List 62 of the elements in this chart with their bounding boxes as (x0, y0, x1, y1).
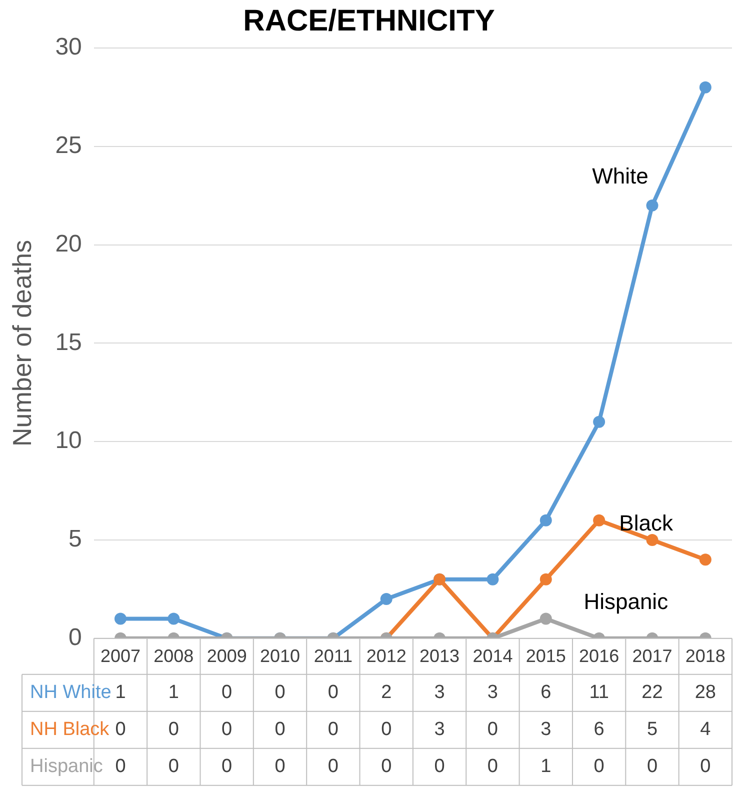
x-tick-label: 2015 (526, 646, 566, 666)
text: 0 (168, 719, 179, 740)
data-label: 0 (222, 756, 232, 778)
data-label: 3 (434, 719, 445, 740)
x-tick-label: 2008 (154, 646, 194, 666)
data-label: 0 (487, 756, 498, 778)
x-tick-label: 2018 (685, 646, 726, 666)
x-tick-label: 2012 (366, 646, 406, 666)
y-tick-label: 5 (68, 526, 82, 553)
data-label: 0 (700, 756, 711, 778)
data-label: 0 (434, 756, 445, 778)
data-label: 1 (540, 756, 552, 778)
chart-title: RACE/ETHNICITY (243, 4, 495, 38)
data-label: 0 (646, 756, 658, 778)
data-label: 0 (222, 682, 232, 704)
y-tick-label: 30 (55, 34, 82, 61)
data-label: 0 (328, 682, 338, 704)
annotation: White (592, 164, 648, 189)
data-label: 0 (168, 756, 179, 778)
data-label: 0 (328, 756, 338, 778)
x-tick-label: 2016 (579, 646, 620, 666)
text: 0 (328, 719, 338, 740)
y-tick-label: 0 (68, 624, 82, 652)
text: 0 (115, 719, 126, 740)
y-axis-title: Number of deaths (6, 240, 37, 447)
data-label: 11 (589, 682, 609, 704)
x-tick-label: 2009 (206, 646, 247, 666)
annotation: Black (619, 510, 674, 536)
x-tick-label: 2007 (100, 646, 141, 666)
data-label: 0 (274, 756, 286, 778)
text: NH Black (30, 719, 110, 740)
data-label: 1 (168, 682, 179, 704)
x-tick-label: 2010 (260, 646, 300, 666)
data-label: 3 (487, 682, 498, 704)
data-label: 6 (540, 682, 552, 704)
text: 0 (274, 719, 286, 740)
text: NH White (30, 682, 112, 704)
annotation: Hispanic (584, 588, 668, 614)
data-label: 4 (700, 719, 712, 740)
y-tick-label: 15 (55, 328, 82, 356)
data-label: 22 (642, 682, 663, 704)
data-label: 28 (694, 682, 716, 704)
y-tick-label: 20 (55, 230, 82, 258)
x-tick-label: 2014 (472, 646, 513, 666)
y-tick-label: 10 (55, 427, 82, 454)
x-tick-label: 2013 (420, 646, 460, 666)
data-label: 0 (594, 756, 604, 778)
text: 0 (222, 719, 232, 740)
data-label: 5 (646, 719, 658, 740)
data-label: 3 (434, 682, 445, 704)
x-tick-label: 2017 (632, 646, 672, 666)
data-label: 6 (594, 719, 604, 740)
data-label: 0 (381, 756, 392, 778)
data-label: 2 (381, 682, 392, 704)
data-label: 0 (115, 756, 126, 778)
x-tick-label: 2011 (314, 646, 353, 666)
data-label: 0 (487, 719, 498, 740)
data-label: 0 (274, 682, 286, 704)
data-label: 3 (540, 719, 552, 740)
y-tick-label: 25 (55, 132, 82, 160)
data-label: 1 (115, 682, 126, 704)
data-label: 0 (381, 719, 392, 740)
